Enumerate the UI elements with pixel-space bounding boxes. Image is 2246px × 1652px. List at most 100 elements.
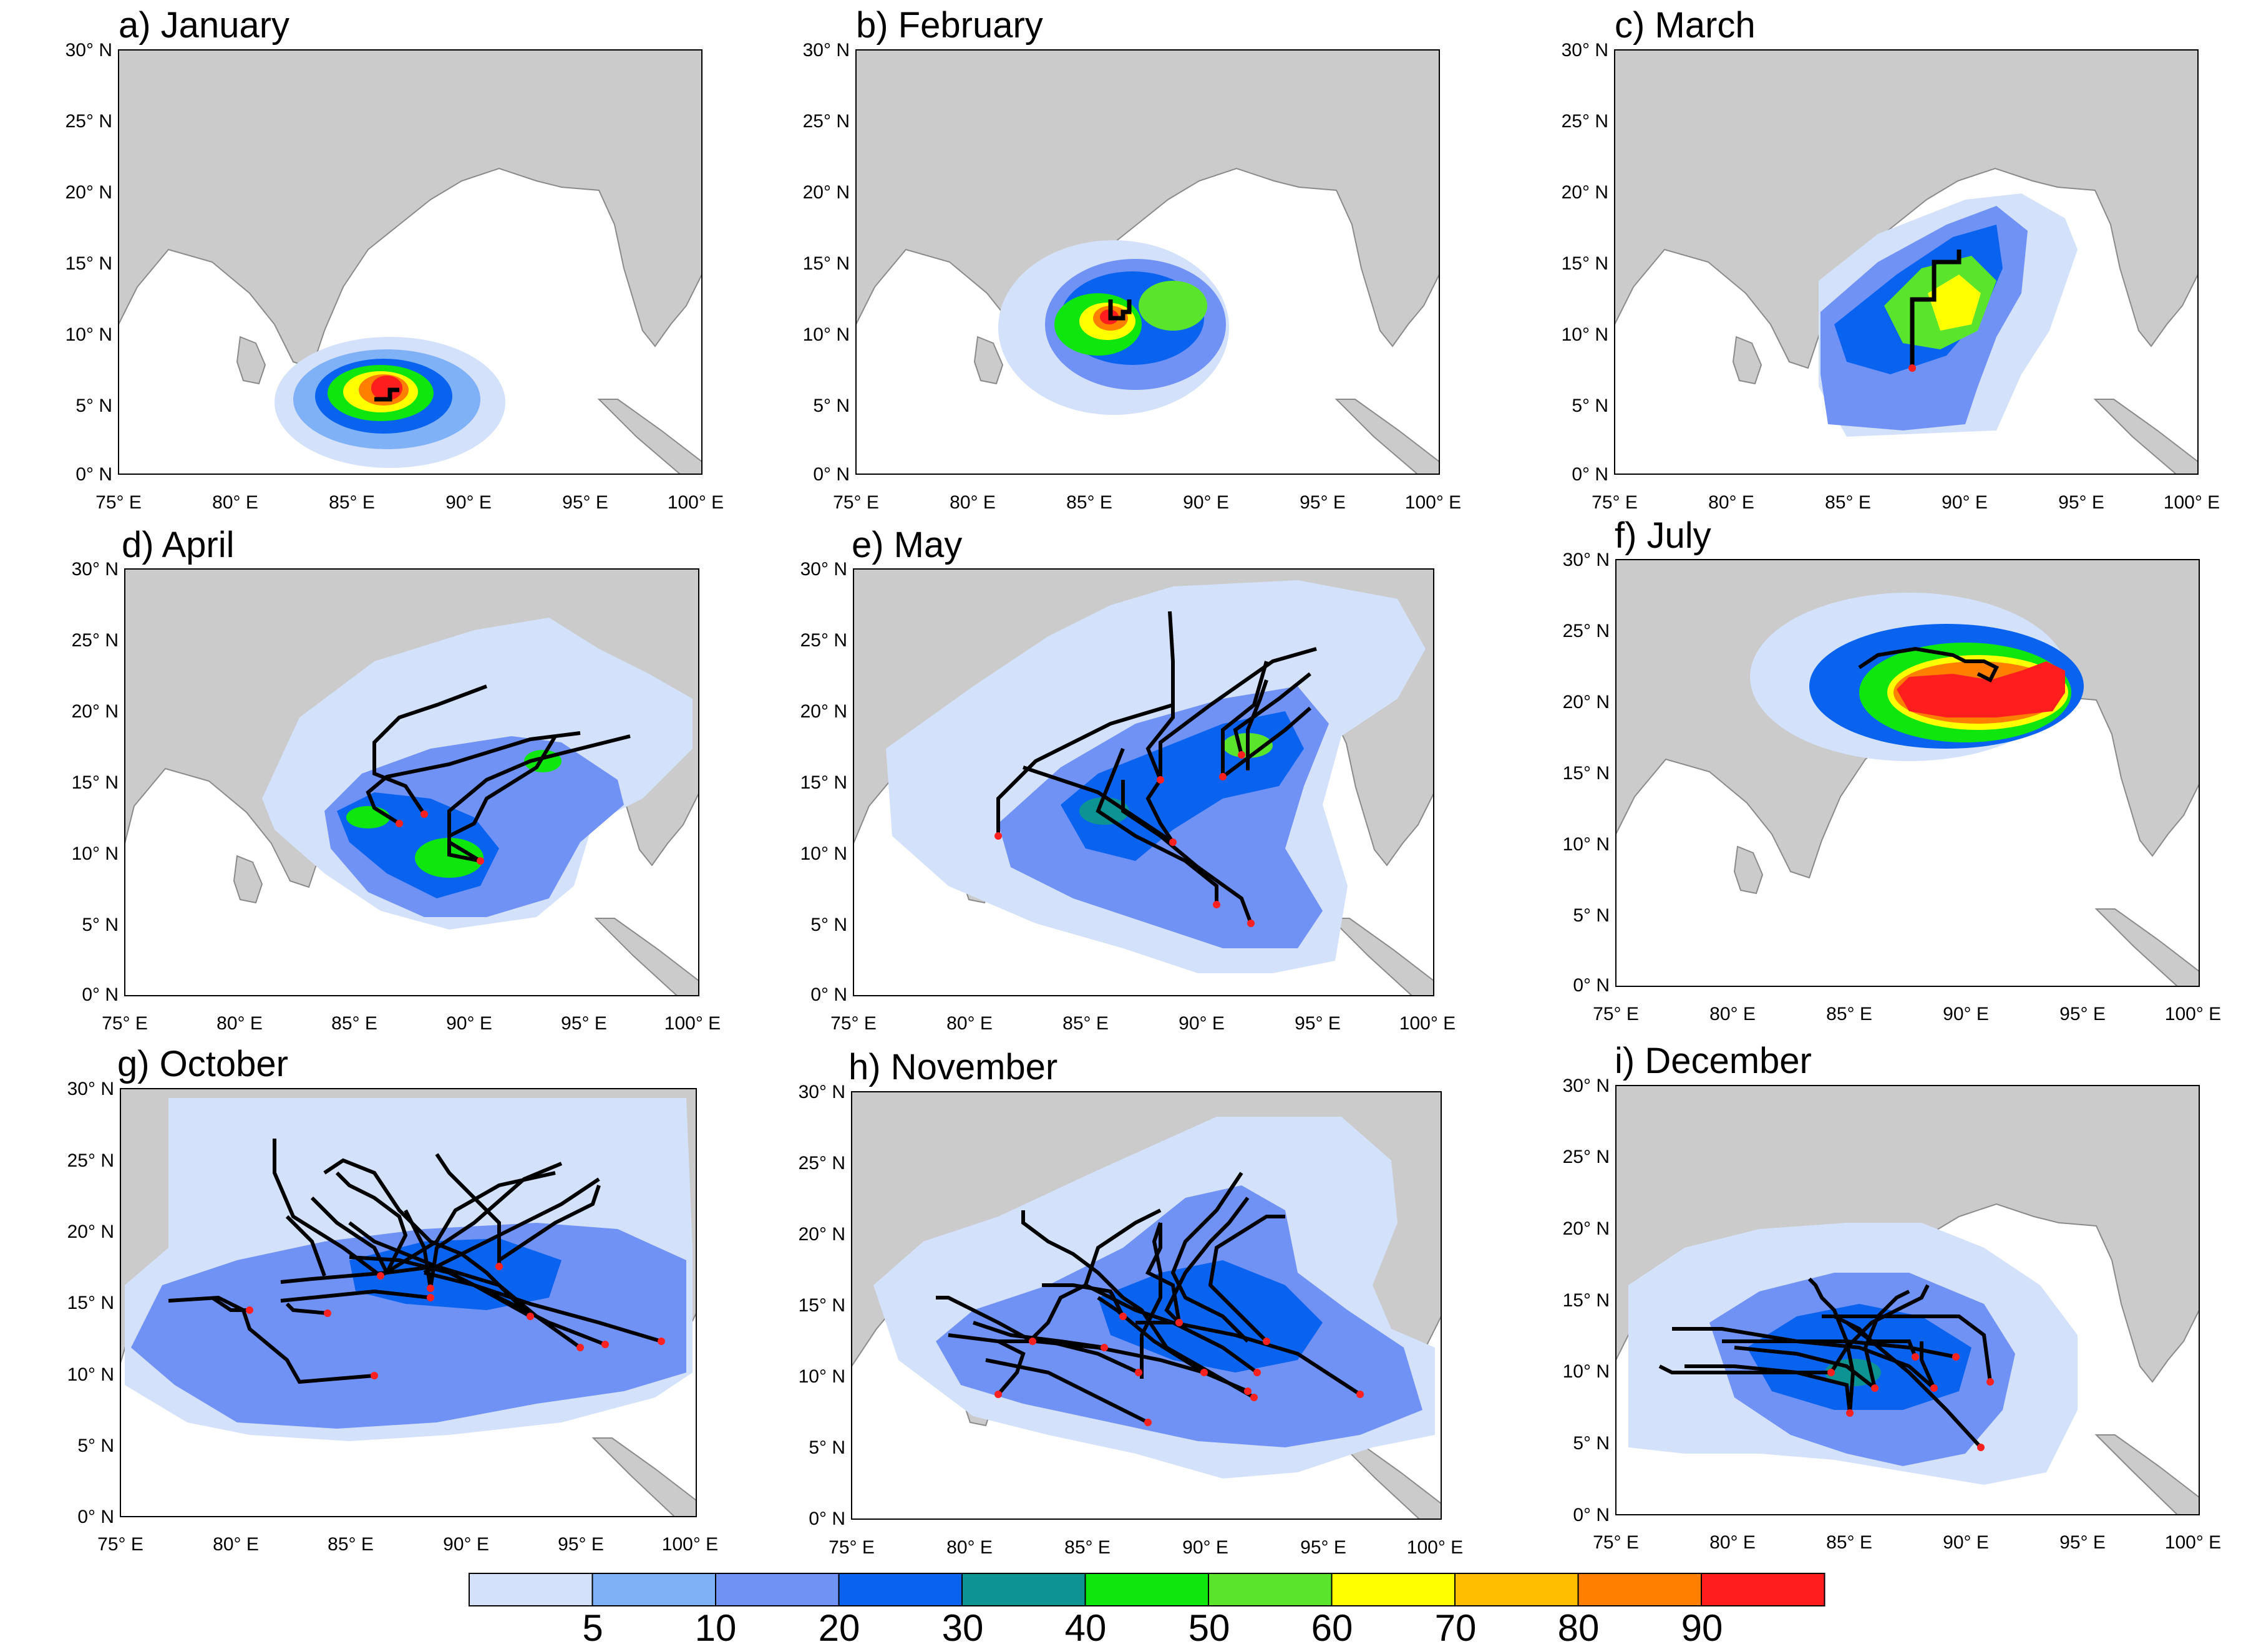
sri-lanka (1732, 336, 1762, 385)
map-area (120, 1088, 697, 1517)
lon-tick: 85° E (329, 492, 375, 513)
cyclone-track (366, 731, 581, 825)
lat-tick: 10° N (66, 324, 112, 345)
lat-tick: 10° N (799, 1366, 845, 1387)
lon-tick: 100° E (2164, 492, 2220, 513)
cyclone-track (1910, 250, 1962, 368)
cyclone-track (1035, 1339, 1205, 1374)
sumatra (2094, 908, 2199, 986)
lon-tick: 75° E (1593, 1532, 1639, 1553)
lat-tick: 0° N (82, 984, 119, 1005)
lat-tick: 10° N (1563, 834, 1610, 855)
rain-core (371, 376, 402, 401)
lat-tick: 25° N (1562, 111, 1608, 132)
lon-tick: 90° E (1182, 1537, 1228, 1558)
cyclone-track (1159, 647, 1317, 780)
colorbar-swatch (1084, 1573, 1209, 1606)
cyclone-track (1233, 672, 1311, 756)
panel-title: c) March (1615, 5, 1756, 46)
lon-tick: 85° E (1826, 1004, 1872, 1024)
lat-tick: 30° N (803, 40, 850, 61)
genesis-point (1930, 1384, 1938, 1392)
colorbar-swatch (715, 1573, 840, 1606)
cyclone-track (1672, 1327, 1935, 1390)
lon-tick: 85° E (1062, 1013, 1109, 1034)
map-area (1615, 1085, 2200, 1515)
lon-axis: 75° E 80° E 85° E 90° E 95° E 100° E (1593, 1004, 2221, 1024)
lon-tick: 100° E (662, 1534, 718, 1555)
rain-contour (1747, 1304, 1971, 1410)
genesis-point (1169, 838, 1177, 846)
lon-tick: 80° E (946, 1013, 993, 1034)
lon-tick: 95° E (1295, 1013, 1341, 1034)
genesis-point (994, 1391, 1002, 1398)
land-mass (856, 50, 1439, 369)
colorbar-label: 90 (1681, 1607, 1723, 1649)
cyclone-track (1021, 1210, 1125, 1300)
cyclone-track (211, 1296, 250, 1312)
cyclone-track (1734, 1346, 1876, 1390)
cyclone-tracks (366, 684, 631, 863)
lat-tick: 0° N (1573, 1505, 1610, 1525)
panel-october: g) October (67, 1044, 719, 1555)
lat-tick: 20° N (803, 182, 850, 203)
lat-tick: 30° N (66, 40, 112, 61)
genesis-point (1238, 751, 1245, 759)
lon-tick: 90° E (446, 1013, 492, 1034)
cyclone-track (374, 387, 399, 402)
cyclone-track (1208, 1215, 1285, 1343)
cyclone-track (280, 1289, 431, 1303)
sumatra (594, 918, 699, 996)
rain-contour (1139, 281, 1207, 331)
lat-tick: 5° N (809, 1437, 845, 1458)
cyclone-track (1833, 1314, 1917, 1358)
cyclone-track (447, 734, 631, 863)
cyclone-track (1685, 1364, 1852, 1414)
map-frame (1614, 49, 2199, 475)
cyclone-track (1807, 1277, 1855, 1414)
lat-tick: 0° N (77, 1507, 114, 1527)
lat-tick: 25° N (1563, 621, 1610, 641)
lat-tick: 15° N (1563, 763, 1610, 784)
lat-tick: 10° N (1562, 324, 1608, 345)
genesis-point (1157, 776, 1164, 784)
cyclone-track (1170, 1172, 1250, 1343)
panel-december: i) December (1563, 1041, 2222, 1553)
lon-tick: 75° E (1593, 1004, 1639, 1024)
lon-tick: 95° E (561, 1013, 607, 1034)
lat-tick: 15° N (72, 772, 119, 793)
map-frame (1615, 1085, 2200, 1515)
colorbar-swatch (1208, 1573, 1333, 1606)
lat-tick: 30° N (799, 1082, 845, 1102)
cyclone-track (273, 1139, 382, 1278)
lat-tick: 15° N (799, 1295, 845, 1316)
genesis-point (1175, 1319, 1183, 1326)
lat-tick: 25° N (803, 111, 850, 132)
lat-tick: 5° N (1572, 396, 1608, 416)
lat-tick: 0° N (1572, 464, 1608, 485)
lat-tick: 15° N (67, 1293, 114, 1313)
genesis-point (576, 1344, 584, 1351)
genesis-point (1135, 1369, 1142, 1376)
panel-title: b) February (856, 5, 1043, 46)
colorbar-label: 60 (1311, 1607, 1353, 1649)
cyclone-tracks (996, 611, 1317, 925)
cyclone-track (1164, 1197, 1250, 1324)
genesis-point (1263, 1338, 1270, 1345)
cyclone-track (936, 1296, 1034, 1343)
lat-tick: 5° N (75, 396, 112, 416)
lon-tick: 75° E (833, 492, 879, 513)
colorbar-swatch (838, 1573, 963, 1606)
cyclone-track (948, 1333, 1026, 1396)
lat-axis: 30° N 25° N 20° N 15° N 10° N 5° N 0° N (800, 559, 847, 1005)
panel-january: a) January 30° N 25° N 20° N 15° N (66, 5, 724, 513)
cyclone-track (168, 1295, 375, 1384)
genesis-point (1846, 1409, 1854, 1417)
colorbar-swatch (961, 1573, 1086, 1606)
cyclone-track (1222, 706, 1311, 779)
lat-tick: 30° N (1563, 550, 1610, 570)
lon-tick: 100° E (1405, 492, 1461, 513)
lon-tick: 75° E (97, 1534, 143, 1555)
lon-axis: 75° E 80° E 85° E 90° E 95° E 100° E (97, 1534, 718, 1555)
panel-march: c) March 30° N 25° N 20° N 15° N 10° (1562, 5, 2220, 513)
